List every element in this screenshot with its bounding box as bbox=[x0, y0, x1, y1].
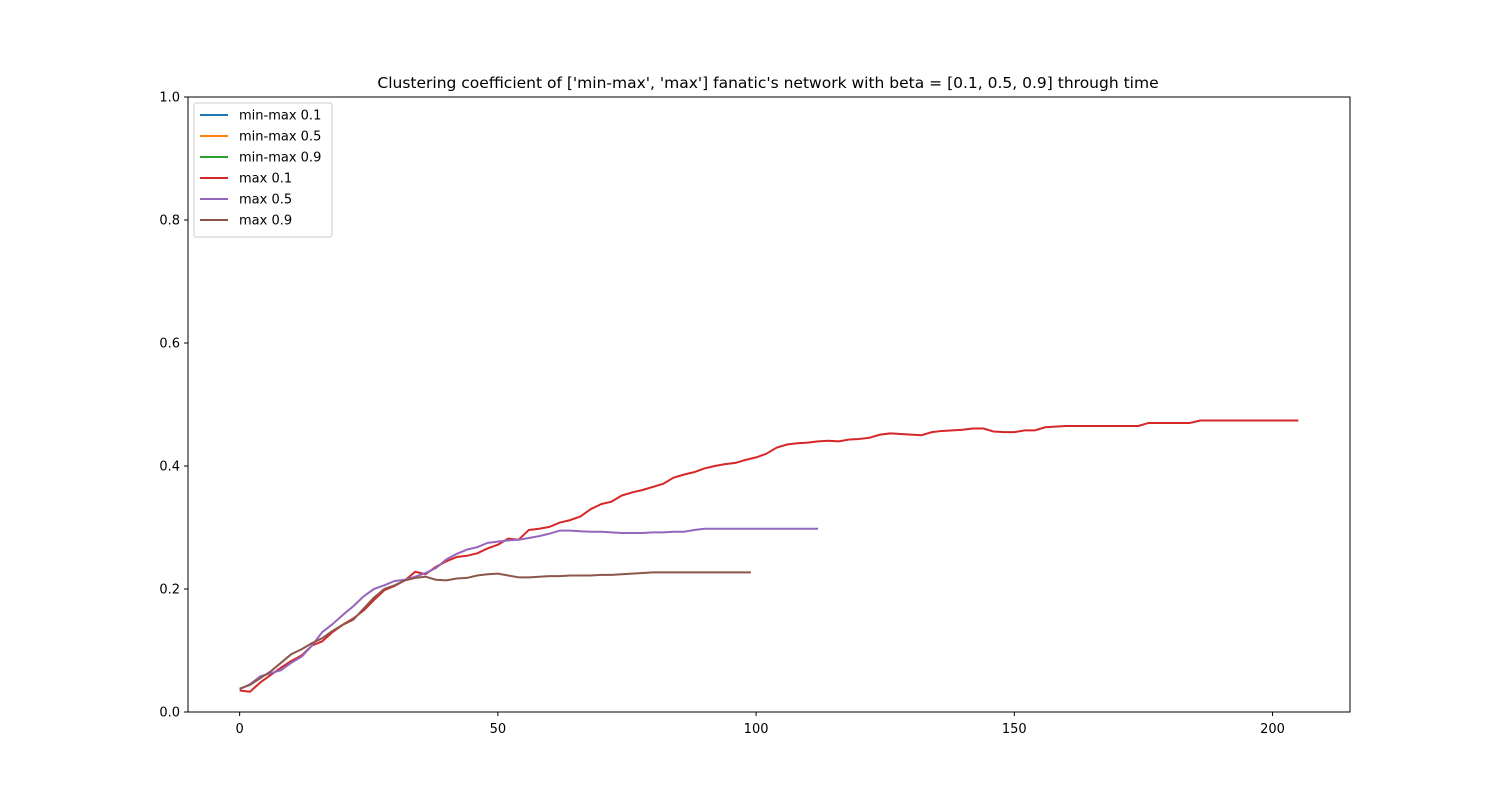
chart-title: Clustering coefficient of ['min-max', 'm… bbox=[377, 74, 1158, 92]
x-axis: 0 50 100 150 200 bbox=[236, 712, 1285, 737]
series-layer bbox=[239, 419, 1299, 693]
x-tick-label: 100 bbox=[744, 722, 769, 737]
legend-label: max 0.1 bbox=[239, 172, 292, 187]
series-line-max-0-5 bbox=[239, 527, 819, 691]
legend-label: max 0.9 bbox=[239, 214, 292, 229]
legend-label: min-max 0.9 bbox=[239, 151, 321, 166]
x-tick-label: 200 bbox=[1260, 722, 1285, 737]
legend-label: min-max 0.1 bbox=[239, 109, 321, 124]
plot-frame bbox=[187, 96, 1351, 713]
y-tick-label: 0.2 bbox=[159, 583, 180, 598]
y-tick-label: 0.0 bbox=[159, 706, 180, 721]
series-line-max-0-9 bbox=[239, 571, 751, 690]
legend-label: max 0.5 bbox=[239, 193, 292, 208]
legend-label: min-max 0.5 bbox=[239, 130, 321, 145]
legend: min-max 0.1 min-max 0.5 min-max 0.9 max 0.1… bbox=[193, 102, 333, 238]
y-tick-label: 0.4 bbox=[159, 460, 180, 475]
series-line-max-0-1 bbox=[239, 419, 1299, 693]
x-tick-label: 0 bbox=[236, 722, 244, 737]
y-tick-label: 0.6 bbox=[159, 337, 180, 352]
x-tick-label: 150 bbox=[1002, 722, 1027, 737]
y-tick-label: 0.8 bbox=[159, 214, 180, 229]
x-tick-label: 50 bbox=[490, 722, 507, 737]
legend-box bbox=[193, 102, 333, 238]
y-axis: 0.0 0.2 0.4 0.6 0.8 1.0 bbox=[159, 91, 188, 721]
y-tick-label: 1.0 bbox=[159, 91, 180, 106]
